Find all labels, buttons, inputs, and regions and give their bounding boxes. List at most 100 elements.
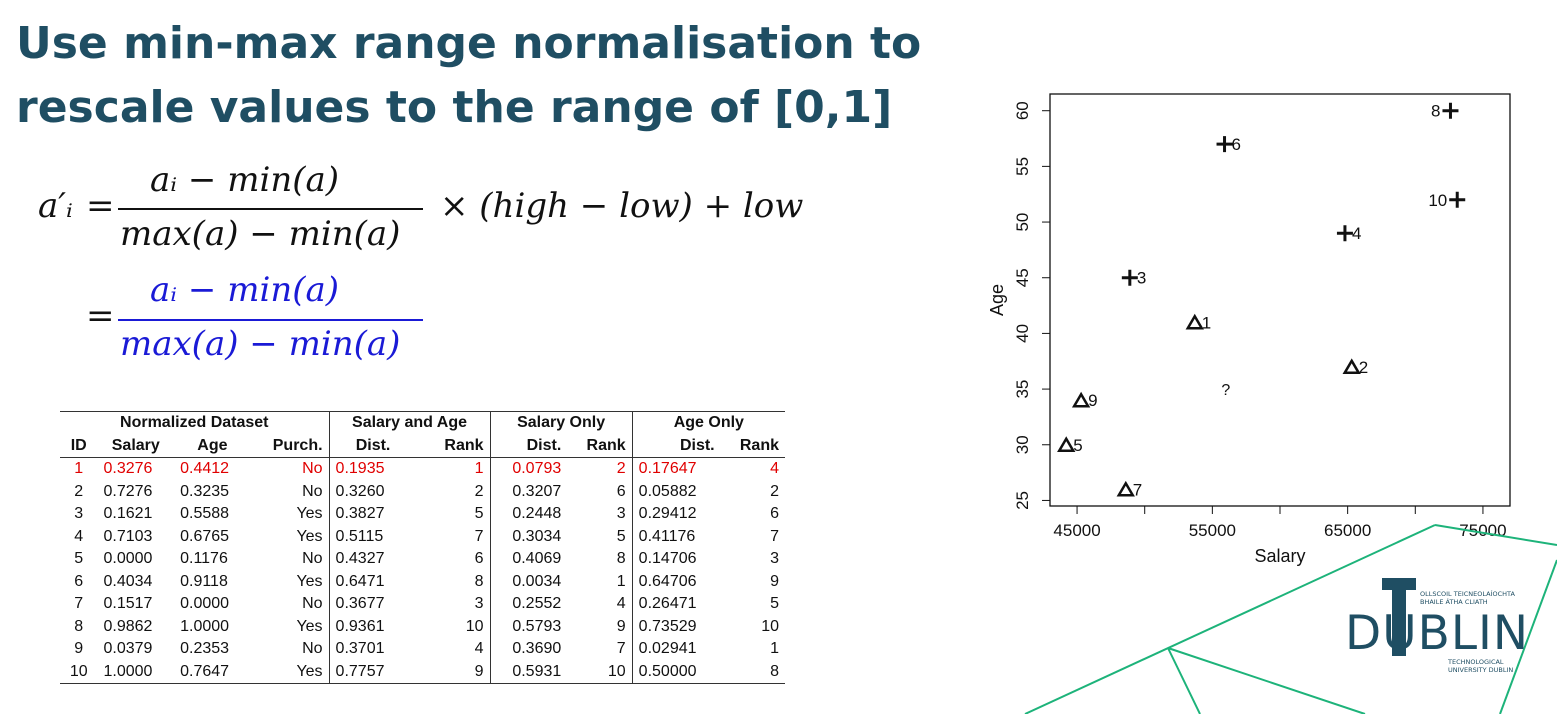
col-header-salary: Salary — [97, 434, 175, 458]
cell-purch: Yes — [296, 527, 323, 545]
cell-purch: No — [302, 550, 323, 568]
point-label: 8 — [1431, 102, 1440, 121]
cell-salary: 0.4034 — [103, 572, 153, 590]
y-tick-label: 60 — [1013, 101, 1032, 120]
data-point-plus — [1336, 225, 1353, 242]
fraction-bar-1 — [118, 208, 423, 210]
cell-rank-sa: 8 — [474, 572, 484, 590]
cell-salary: 0.9862 — [103, 617, 153, 635]
cell-dist-a: 0.50000 — [631, 660, 721, 684]
cell-dist-s: 0.4069 — [489, 548, 568, 571]
cell-id: 2 — [74, 482, 84, 500]
cell-dist-s: 0.2552 — [489, 593, 568, 616]
cell-id: 4 — [74, 527, 84, 545]
data-point-triangle — [1185, 313, 1204, 330]
col-header-dist-s: Dist. — [489, 434, 568, 458]
cell-rank-sa: 4 — [474, 640, 484, 658]
y-tick-label: 30 — [1013, 435, 1032, 454]
cell-rank-s: 9 — [616, 617, 626, 635]
cell-rank-a: 5 — [770, 595, 779, 613]
group-header-salary-only: Salary Only — [489, 411, 633, 435]
cell-id: 8 — [74, 617, 84, 635]
y-tick-label: 40 — [1013, 324, 1032, 343]
cell-purch: Yes — [296, 617, 323, 635]
cell-rank-s: 3 — [616, 505, 626, 523]
formula-denominator-2: max(a) − min(a) — [120, 324, 401, 364]
cell-rank-a: 2 — [770, 482, 779, 500]
col-header-age: Age — [174, 434, 251, 458]
formula-denominator-1: max(a) − min(a) — [120, 214, 401, 254]
cell-salary: 1.0000 — [97, 660, 175, 684]
cell-rank-sa: 6 — [474, 550, 484, 568]
point-label: 7 — [1133, 480, 1142, 499]
cell-dist-a: 0.14706 — [631, 548, 721, 571]
cell-age: 0.2353 — [180, 640, 230, 658]
data-point-plus — [1216, 136, 1233, 153]
table-row: 4 0.7103 0.6765 Yes 0.5115 7 0.3034 5 0.41176 7 — [60, 525, 785, 548]
query-point-label: ? — [1221, 382, 1230, 399]
cell-dist-sa: 0.3701 — [328, 638, 417, 661]
col-header-rank-a: Rank — [720, 434, 785, 458]
cell-rank-sa: 7 — [474, 527, 484, 545]
x-tick-label: 45000 — [1053, 521, 1100, 540]
cell-rank-a: 8 — [720, 660, 785, 684]
data-point-plus — [1442, 102, 1459, 119]
cell-dist-s: 0.2448 — [489, 503, 568, 526]
point-label: 9 — [1088, 391, 1097, 410]
y-axis-label: Age — [987, 284, 1007, 316]
cell-dist-s: 0.0034 — [489, 570, 568, 593]
logo-line-1: OLLSCOIL TEICNEOLAÍOCHTA — [1420, 590, 1515, 598]
formula-lhs: a′ᵢ — [38, 186, 73, 226]
cell-id: 5 — [74, 550, 84, 568]
cell-age: 1.0000 — [180, 617, 230, 635]
cell-purch: No — [302, 482, 323, 500]
cell-salary: 0.3276 — [103, 460, 153, 478]
cell-purch: Yes — [250, 660, 330, 684]
plot-frame — [1049, 93, 1511, 507]
cell-dist-s: 0.5793 — [489, 615, 568, 638]
cell-rank-sa: 2 — [474, 482, 484, 500]
cell-dist-a: 0.17647 — [631, 457, 721, 481]
normalized-dataset-table: Normalized Dataset Salary and Age Salary… — [60, 411, 785, 684]
cell-dist-s: 0.3207 — [489, 480, 568, 503]
cell-id: 7 — [74, 595, 84, 613]
y-tick-label: 25 — [1013, 491, 1032, 510]
cell-salary: 0.7276 — [103, 482, 153, 500]
cell-rank-a: 4 — [770, 460, 779, 478]
cell-salary: 0.0000 — [103, 550, 153, 568]
cell-rank-s: 8 — [616, 550, 626, 568]
cell-rank-a: 9 — [770, 572, 779, 590]
deco-line-4 — [1167, 647, 1366, 714]
formula-tail: × (high − low) + low — [440, 186, 804, 226]
point-label: 2 — [1359, 358, 1368, 377]
col-header-dist-a: Dist. — [631, 434, 721, 458]
cell-id: 1 — [74, 460, 84, 478]
cell-rank-sa: 10 — [465, 617, 484, 635]
cell-dist-sa: 0.3827 — [328, 503, 417, 526]
formula-equals-2: = — [86, 296, 115, 336]
point-label: 5 — [1073, 436, 1082, 455]
col-header-rank-sa: Rank — [416, 434, 491, 458]
col-header-rank-s: Rank — [567, 434, 633, 458]
cell-rank-s: 1 — [616, 572, 626, 590]
cell-rank-s: 7 — [616, 640, 626, 658]
cell-age: 0.0000 — [180, 595, 230, 613]
table-row: 2 0.7276 0.3235 No 0.3260 2 0.3207 6 0.05882 2 — [60, 480, 785, 503]
data-point-plus — [1121, 269, 1138, 286]
logo-t-bar — [1382, 578, 1416, 590]
cell-rank-a: 1 — [770, 640, 779, 658]
cell-dist-sa: 0.5115 — [328, 525, 417, 548]
formula-numerator-1: aᵢ − min(a) — [150, 160, 340, 200]
cell-dist-sa: 0.3677 — [328, 593, 417, 616]
cell-rank-sa: 1 — [474, 460, 484, 478]
cell-dist-sa: 0.1935 — [328, 457, 417, 481]
salary-age-scatter-plot: 45000 55000 65000 750002530354045505560Sala… — [987, 93, 1511, 566]
table-row: 3 0.1621 0.5588 Yes 0.3827 5 0.2448 3 0.29412 6 — [60, 503, 785, 526]
cell-age: 0.9118 — [180, 572, 228, 590]
cell-dist-sa: 0.7757 — [328, 660, 417, 684]
cell-id: 10 — [60, 660, 98, 684]
cell-salary: 0.7103 — [103, 527, 153, 545]
cell-dist-a: 0.29412 — [631, 503, 721, 526]
data-point-triangle — [1342, 358, 1361, 375]
cell-purch: No — [302, 640, 323, 658]
